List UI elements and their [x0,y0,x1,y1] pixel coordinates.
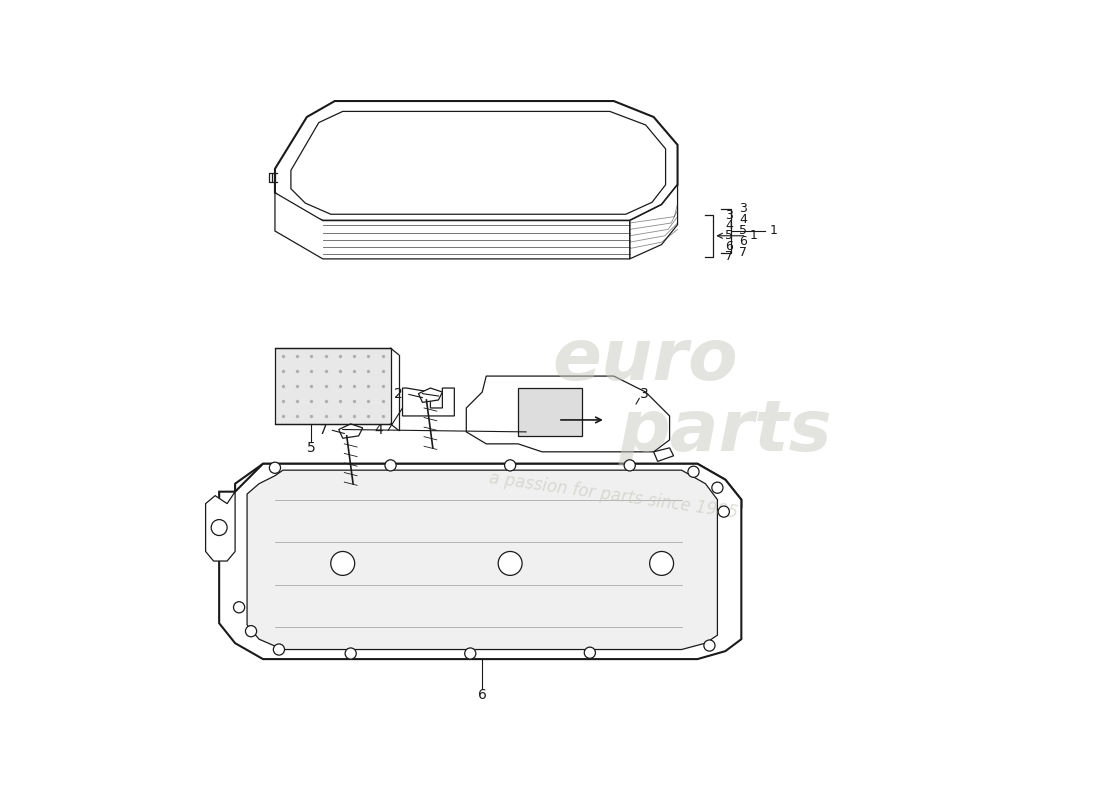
Text: 7: 7 [739,246,747,259]
Polygon shape [418,388,442,402]
Circle shape [270,462,280,474]
Circle shape [385,460,396,471]
Polygon shape [206,492,235,561]
Circle shape [331,551,354,575]
Text: 3: 3 [725,209,734,222]
Text: 1: 1 [717,230,757,242]
Circle shape [712,482,723,494]
Circle shape [464,648,476,659]
Polygon shape [629,185,678,259]
Bar [275,348,390,424]
Text: 4: 4 [725,219,734,232]
Polygon shape [339,424,363,438]
Text: 5: 5 [307,441,316,455]
Circle shape [245,626,256,637]
Circle shape [650,551,673,575]
Text: 4: 4 [739,213,747,226]
Text: parts: parts [618,398,833,466]
Circle shape [274,644,285,655]
Circle shape [498,551,522,575]
Circle shape [584,647,595,658]
Text: 6: 6 [739,235,747,248]
Circle shape [233,602,244,613]
Text: 1: 1 [769,224,777,237]
Circle shape [345,648,356,659]
Polygon shape [275,101,678,221]
Text: 7: 7 [318,423,327,438]
Text: 3: 3 [739,202,747,215]
Text: a passion for parts since 1985: a passion for parts since 1985 [488,470,739,522]
Text: 7: 7 [725,250,734,263]
Circle shape [688,466,700,478]
Text: 5: 5 [739,224,747,237]
Polygon shape [653,448,673,462]
Polygon shape [267,470,717,515]
Text: 4: 4 [374,423,383,438]
Polygon shape [248,470,717,650]
Polygon shape [275,193,629,259]
Circle shape [624,460,636,471]
Polygon shape [235,464,741,523]
Text: 6: 6 [725,240,734,253]
Text: 2: 2 [394,387,403,402]
Circle shape [211,519,227,535]
Circle shape [718,506,729,517]
Text: 6: 6 [477,688,486,702]
Polygon shape [219,464,741,659]
Polygon shape [518,388,582,436]
Polygon shape [403,388,454,416]
Polygon shape [466,376,670,452]
Text: 5: 5 [725,230,734,242]
Circle shape [505,460,516,471]
Circle shape [704,640,715,651]
Text: euro: euro [553,326,738,394]
Text: 3: 3 [640,386,648,401]
